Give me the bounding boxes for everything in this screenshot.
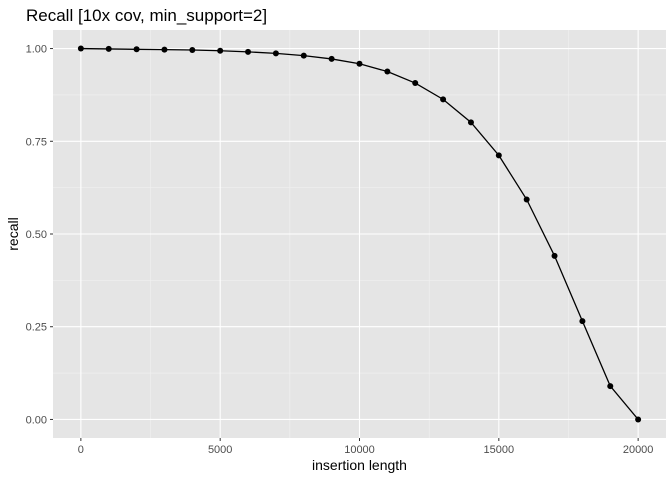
data-point	[467, 119, 474, 126]
data-point	[189, 47, 196, 54]
y-tick-label: 0.00	[26, 414, 47, 426]
data-point	[272, 50, 279, 57]
data-point	[328, 55, 335, 62]
data-point	[245, 48, 252, 55]
data-point	[217, 47, 224, 54]
y-tick-label: 0.50	[26, 229, 47, 241]
data-point	[551, 252, 558, 259]
data-point	[161, 46, 168, 53]
data-point	[384, 68, 391, 75]
data-point	[579, 318, 586, 325]
x-tick-label: 5000	[208, 444, 232, 456]
x-tick-label: 20000	[623, 444, 654, 456]
data-point	[523, 196, 530, 203]
data-point	[440, 96, 447, 103]
data-point	[77, 45, 84, 52]
data-point	[607, 383, 614, 390]
series-layer	[77, 45, 642, 423]
y-tick-label: 1.00	[26, 44, 47, 56]
y-tick-label: 0.25	[26, 322, 47, 334]
data-point	[133, 46, 140, 53]
major-grid	[53, 30, 666, 438]
x-tick-label: 10000	[344, 444, 375, 456]
chart-title: Recall [10x cov, min_support=2]	[26, 6, 267, 25]
x-axis-title: insertion length	[312, 457, 407, 473]
data-point	[412, 80, 419, 87]
x-tick-label: 15000	[484, 444, 515, 456]
y-tick-label: 0.75	[26, 136, 47, 148]
data-point	[635, 416, 642, 423]
y-axis: 0.00 0.25 0.50 0.75 1.00	[26, 44, 53, 426]
data-point	[356, 60, 363, 67]
x-tick-label: 0	[78, 444, 84, 456]
data-point	[105, 45, 112, 52]
data-point	[300, 52, 307, 59]
x-axis: 0 5000 10000 15000 20000	[78, 438, 654, 456]
y-axis-title: recall	[5, 217, 21, 250]
data-point	[495, 152, 502, 159]
